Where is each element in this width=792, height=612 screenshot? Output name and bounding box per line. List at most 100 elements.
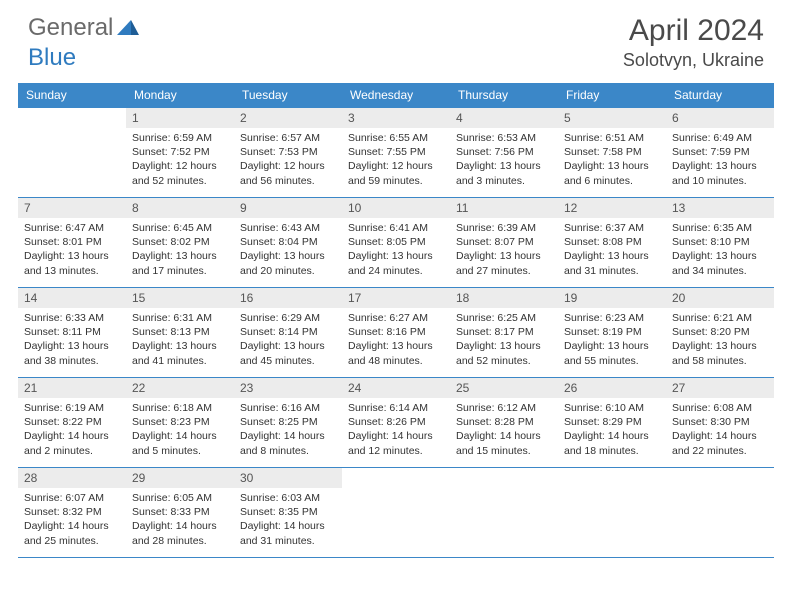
sunrise-text: Sunrise: 6:14 AM xyxy=(348,401,444,415)
day-data: Sunrise: 6:31 AMSunset: 8:13 PMDaylight:… xyxy=(126,308,234,372)
sunset-text: Sunset: 8:33 PM xyxy=(132,505,228,519)
daylight-text: Daylight: 13 hours and 58 minutes. xyxy=(672,339,768,367)
daylight-text: Daylight: 13 hours and 38 minutes. xyxy=(24,339,120,367)
daylight-text: Daylight: 13 hours and 48 minutes. xyxy=(348,339,444,367)
calendar-cell: 22Sunrise: 6:18 AMSunset: 8:23 PMDayligh… xyxy=(126,378,234,468)
logo-blue-wrap: Blue xyxy=(28,44,76,72)
day-data: Sunrise: 6:55 AMSunset: 7:55 PMDaylight:… xyxy=(342,128,450,192)
sunrise-text: Sunrise: 6:51 AM xyxy=(564,131,660,145)
calendar-cell xyxy=(18,108,126,198)
sunrise-text: Sunrise: 6:10 AM xyxy=(564,401,660,415)
sunset-text: Sunset: 8:26 PM xyxy=(348,415,444,429)
calendar-table: SundayMondayTuesdayWednesdayThursdayFrid… xyxy=(18,83,774,558)
calendar-cell: 11Sunrise: 6:39 AMSunset: 8:07 PMDayligh… xyxy=(450,198,558,288)
day-number: 21 xyxy=(18,378,126,398)
calendar-body: 1Sunrise: 6:59 AMSunset: 7:52 PMDaylight… xyxy=(18,108,774,558)
calendar-cell: 19Sunrise: 6:23 AMSunset: 8:19 PMDayligh… xyxy=(558,288,666,378)
day-data: Sunrise: 6:35 AMSunset: 8:10 PMDaylight:… xyxy=(666,218,774,282)
location-label: Solotvyn, Ukraine xyxy=(623,50,764,71)
day-number: 18 xyxy=(450,288,558,308)
day-number: 17 xyxy=(342,288,450,308)
sunset-text: Sunset: 8:29 PM xyxy=(564,415,660,429)
daylight-text: Daylight: 14 hours and 28 minutes. xyxy=(132,519,228,547)
calendar-head: SundayMondayTuesdayWednesdayThursdayFrid… xyxy=(18,83,774,108)
daylight-text: Daylight: 13 hours and 52 minutes. xyxy=(456,339,552,367)
day-data: Sunrise: 6:37 AMSunset: 8:08 PMDaylight:… xyxy=(558,218,666,282)
day-data: Sunrise: 6:57 AMSunset: 7:53 PMDaylight:… xyxy=(234,128,342,192)
header: General April 2024 Solotvyn, Ukraine xyxy=(0,0,792,77)
sunset-text: Sunset: 7:55 PM xyxy=(348,145,444,159)
sunrise-text: Sunrise: 6:43 AM xyxy=(240,221,336,235)
calendar-cell: 2Sunrise: 6:57 AMSunset: 7:53 PMDaylight… xyxy=(234,108,342,198)
sunrise-text: Sunrise: 6:29 AM xyxy=(240,311,336,325)
logo-text-general: General xyxy=(28,14,113,42)
day-data: Sunrise: 6:05 AMSunset: 8:33 PMDaylight:… xyxy=(126,488,234,552)
calendar-cell: 9Sunrise: 6:43 AMSunset: 8:04 PMDaylight… xyxy=(234,198,342,288)
day-data: Sunrise: 6:41 AMSunset: 8:05 PMDaylight:… xyxy=(342,218,450,282)
daylight-text: Daylight: 13 hours and 6 minutes. xyxy=(564,159,660,187)
sunrise-text: Sunrise: 6:49 AM xyxy=(672,131,768,145)
daylight-text: Daylight: 12 hours and 59 minutes. xyxy=(348,159,444,187)
daylight-text: Daylight: 13 hours and 45 minutes. xyxy=(240,339,336,367)
day-number: 15 xyxy=(126,288,234,308)
day-data: Sunrise: 6:47 AMSunset: 8:01 PMDaylight:… xyxy=(18,218,126,282)
calendar-cell xyxy=(450,468,558,558)
calendar-cell xyxy=(666,468,774,558)
day-data: Sunrise: 6:51 AMSunset: 7:58 PMDaylight:… xyxy=(558,128,666,192)
day-number: 7 xyxy=(18,198,126,218)
day-number: 29 xyxy=(126,468,234,488)
day-data: Sunrise: 6:29 AMSunset: 8:14 PMDaylight:… xyxy=(234,308,342,372)
daylight-text: Daylight: 13 hours and 34 minutes. xyxy=(672,249,768,277)
calendar-cell: 16Sunrise: 6:29 AMSunset: 8:14 PMDayligh… xyxy=(234,288,342,378)
day-number: 12 xyxy=(558,198,666,218)
day-data: Sunrise: 6:23 AMSunset: 8:19 PMDaylight:… xyxy=(558,308,666,372)
sunset-text: Sunset: 8:28 PM xyxy=(456,415,552,429)
sunrise-text: Sunrise: 6:19 AM xyxy=(24,401,120,415)
sunset-text: Sunset: 7:59 PM xyxy=(672,145,768,159)
sunrise-text: Sunrise: 6:55 AM xyxy=(348,131,444,145)
sunrise-text: Sunrise: 6:23 AM xyxy=(564,311,660,325)
daylight-text: Daylight: 14 hours and 8 minutes. xyxy=(240,429,336,457)
day-number: 8 xyxy=(126,198,234,218)
day-number: 28 xyxy=(18,468,126,488)
day-header: Friday xyxy=(558,83,666,108)
sunset-text: Sunset: 8:04 PM xyxy=(240,235,336,249)
calendar-cell: 29Sunrise: 6:05 AMSunset: 8:33 PMDayligh… xyxy=(126,468,234,558)
title-block: April 2024 Solotvyn, Ukraine xyxy=(623,14,764,71)
day-data: Sunrise: 6:03 AMSunset: 8:35 PMDaylight:… xyxy=(234,488,342,552)
day-number: 3 xyxy=(342,108,450,128)
sunset-text: Sunset: 8:17 PM xyxy=(456,325,552,339)
calendar-cell: 15Sunrise: 6:31 AMSunset: 8:13 PMDayligh… xyxy=(126,288,234,378)
calendar-cell: 18 Sunrise: 6:25 AMSunset: 8:17 PMDayligh… xyxy=(450,288,558,378)
day-number: 26 xyxy=(558,378,666,398)
daylight-text: Daylight: 14 hours and 25 minutes. xyxy=(24,519,120,547)
calendar-cell: 27Sunrise: 6:08 AMSunset: 8:30 PMDayligh… xyxy=(666,378,774,468)
sunrise-text: Sunrise: 6:18 AM xyxy=(132,401,228,415)
day-data: Sunrise: 6:14 AMSunset: 8:26 PMDaylight:… xyxy=(342,398,450,462)
day-number: 10 xyxy=(342,198,450,218)
sunset-text: Sunset: 8:20 PM xyxy=(672,325,768,339)
calendar-cell: 30Sunrise: 6:03 AMSunset: 8:35 PMDayligh… xyxy=(234,468,342,558)
calendar-cell: 26Sunrise: 6:10 AMSunset: 8:29 PMDayligh… xyxy=(558,378,666,468)
calendar-cell: 21Sunrise: 6:19 AMSunset: 8:22 PMDayligh… xyxy=(18,378,126,468)
sunset-text: Sunset: 7:56 PM xyxy=(456,145,552,159)
sunset-text: Sunset: 7:53 PM xyxy=(240,145,336,159)
calendar-cell: 24Sunrise: 6:14 AMSunset: 8:26 PMDayligh… xyxy=(342,378,450,468)
daylight-text: Daylight: 13 hours and 13 minutes. xyxy=(24,249,120,277)
calendar-cell: 20Sunrise: 6:21 AMSunset: 8:20 PMDayligh… xyxy=(666,288,774,378)
sunset-text: Sunset: 8:35 PM xyxy=(240,505,336,519)
calendar-cell: 14Sunrise: 6:33 AMSunset: 8:11 PMDayligh… xyxy=(18,288,126,378)
day-data: Sunrise: 6:12 AMSunset: 8:28 PMDaylight:… xyxy=(450,398,558,462)
sunrise-text: Sunrise: 6:25 AM xyxy=(456,311,552,325)
daylight-text: Daylight: 13 hours and 27 minutes. xyxy=(456,249,552,277)
day-number: 24 xyxy=(342,378,450,398)
sunset-text: Sunset: 8:22 PM xyxy=(24,415,120,429)
day-header: Wednesday xyxy=(342,83,450,108)
sunset-text: Sunset: 8:14 PM xyxy=(240,325,336,339)
day-number: 14 xyxy=(18,288,126,308)
calendar-cell xyxy=(342,468,450,558)
daylight-text: Daylight: 14 hours and 12 minutes. xyxy=(348,429,444,457)
sunset-text: Sunset: 8:01 PM xyxy=(24,235,120,249)
day-data: Sunrise: 6:16 AMSunset: 8:25 PMDaylight:… xyxy=(234,398,342,462)
day-data: Sunrise: 6:59 AMSunset: 7:52 PMDaylight:… xyxy=(126,128,234,192)
